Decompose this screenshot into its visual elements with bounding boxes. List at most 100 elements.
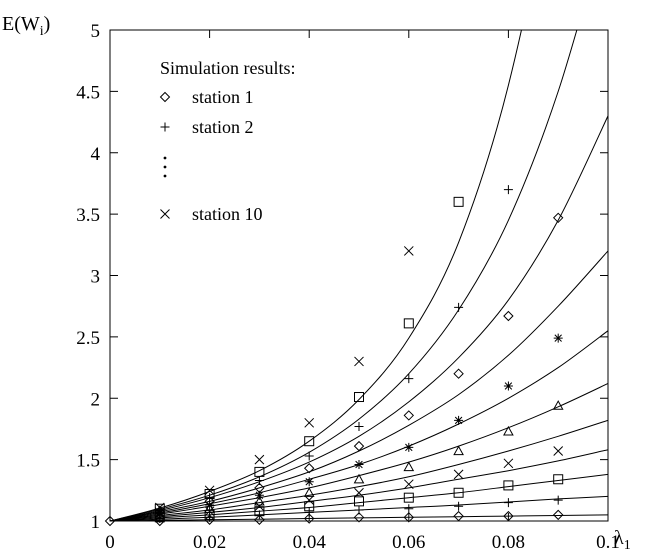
point-cross	[553, 446, 564, 456]
point-plus	[404, 504, 414, 514]
legend-entry: station 1	[159, 87, 254, 107]
point-diamond	[403, 410, 415, 421]
point-plus	[354, 505, 364, 515]
point-square	[403, 492, 414, 503]
point-plus	[454, 501, 464, 511]
point-cross	[354, 487, 364, 498]
curves	[110, 30, 608, 521]
model-curve	[110, 514, 608, 521]
point-square	[403, 318, 414, 329]
x-axis-label: λ1	[614, 527, 631, 552]
model-curve	[110, 115, 608, 521]
legend-marker-plus	[160, 122, 170, 132]
point-cross	[354, 356, 364, 367]
legend-entries: station 1 station 2 station 10	[159, 87, 263, 224]
point-cross	[453, 469, 464, 480]
data-points	[104, 185, 564, 527]
model-curve	[110, 30, 522, 521]
point-plus	[354, 421, 364, 431]
point-diamond	[503, 310, 514, 322]
point-cross	[204, 485, 215, 496]
y-tick-label: 5	[91, 21, 101, 42]
point-diamond	[353, 512, 365, 523]
point-triangle	[403, 461, 415, 472]
legend-marker-vdots	[163, 156, 167, 178]
point-star	[205, 500, 215, 510]
x-tick-label: 0.04	[293, 532, 327, 552]
y-tick-label: 1.5	[76, 451, 100, 472]
point-diamond	[254, 482, 265, 494]
point-star	[404, 442, 414, 452]
legend-marker-diamond	[159, 91, 171, 103]
point-plus	[254, 510, 264, 520]
point-cross	[403, 246, 414, 256]
point-square	[553, 474, 564, 485]
y-tick-label: 2	[91, 389, 101, 410]
axis-ticks	[109, 29, 609, 522]
point-cross	[403, 479, 414, 490]
model-curve	[110, 250, 608, 521]
point-square	[304, 436, 315, 447]
y-tick-label: 4.5	[76, 82, 100, 103]
x-tick-label: 0.02	[193, 532, 226, 552]
legend-entry: station 10	[160, 204, 263, 224]
point-star	[454, 415, 464, 425]
point-plus	[553, 495, 563, 505]
y-tick-label: 3.5	[76, 205, 100, 226]
point-star	[354, 460, 364, 470]
model-curve	[110, 30, 578, 521]
point-star	[503, 381, 513, 391]
point-square	[354, 392, 364, 403]
point-triangle	[353, 473, 365, 484]
x-tick-label: 0.06	[392, 532, 425, 552]
legend-marker-cross	[160, 209, 170, 219]
point-cross	[254, 454, 265, 465]
point-plus	[503, 498, 513, 508]
point-star	[304, 477, 314, 487]
y-tick-label: 2.5	[76, 328, 100, 349]
point-square	[204, 509, 215, 520]
point-plus	[205, 512, 215, 522]
point-diamond	[453, 510, 464, 522]
point-diamond	[204, 496, 215, 507]
x-axis-label-text: λ1	[614, 527, 631, 552]
y-tick-label: 1	[91, 512, 101, 533]
point-square	[453, 196, 464, 207]
point-square	[503, 480, 514, 491]
point-diamond	[303, 513, 315, 524]
y-tick-label: 4	[91, 144, 101, 165]
x-tick-label: 0.08	[492, 532, 525, 552]
point-triangle	[503, 425, 514, 436]
point-plus	[404, 374, 414, 384]
point-cross	[304, 495, 315, 505]
point-star	[254, 490, 264, 500]
point-diamond	[303, 463, 315, 474]
point-triangle	[453, 445, 464, 456]
point-diamond	[552, 509, 564, 521]
tick-labels: 0 0.02 0.04 0.06 0.08 0.1 1 1.5 2 2.5 3 3.5 4 4.5 5	[76, 21, 620, 552]
model-curve	[110, 419, 608, 521]
model-curve	[110, 473, 608, 521]
point-square	[154, 503, 165, 514]
point-triangle	[552, 400, 564, 410]
point-square	[204, 488, 215, 499]
point-diamond	[403, 512, 415, 523]
legend-label: station 1	[192, 87, 254, 107]
point-square	[354, 496, 364, 507]
point-diamond	[104, 515, 116, 527]
point-star	[553, 333, 563, 343]
point-diamond	[552, 212, 564, 224]
y-axis-label-text: E(Wi)	[2, 13, 50, 39]
point-plus	[304, 507, 314, 517]
point-diamond	[204, 514, 215, 525]
legend-title: Simulation results:	[160, 58, 296, 78]
x-tick-label: 0.1	[596, 532, 620, 552]
x-tick-label: 0	[105, 532, 115, 552]
point-square	[254, 466, 265, 477]
point-plus	[254, 475, 264, 485]
point-plus	[205, 493, 215, 503]
point-cross	[154, 502, 165, 513]
model-curve	[110, 449, 608, 521]
